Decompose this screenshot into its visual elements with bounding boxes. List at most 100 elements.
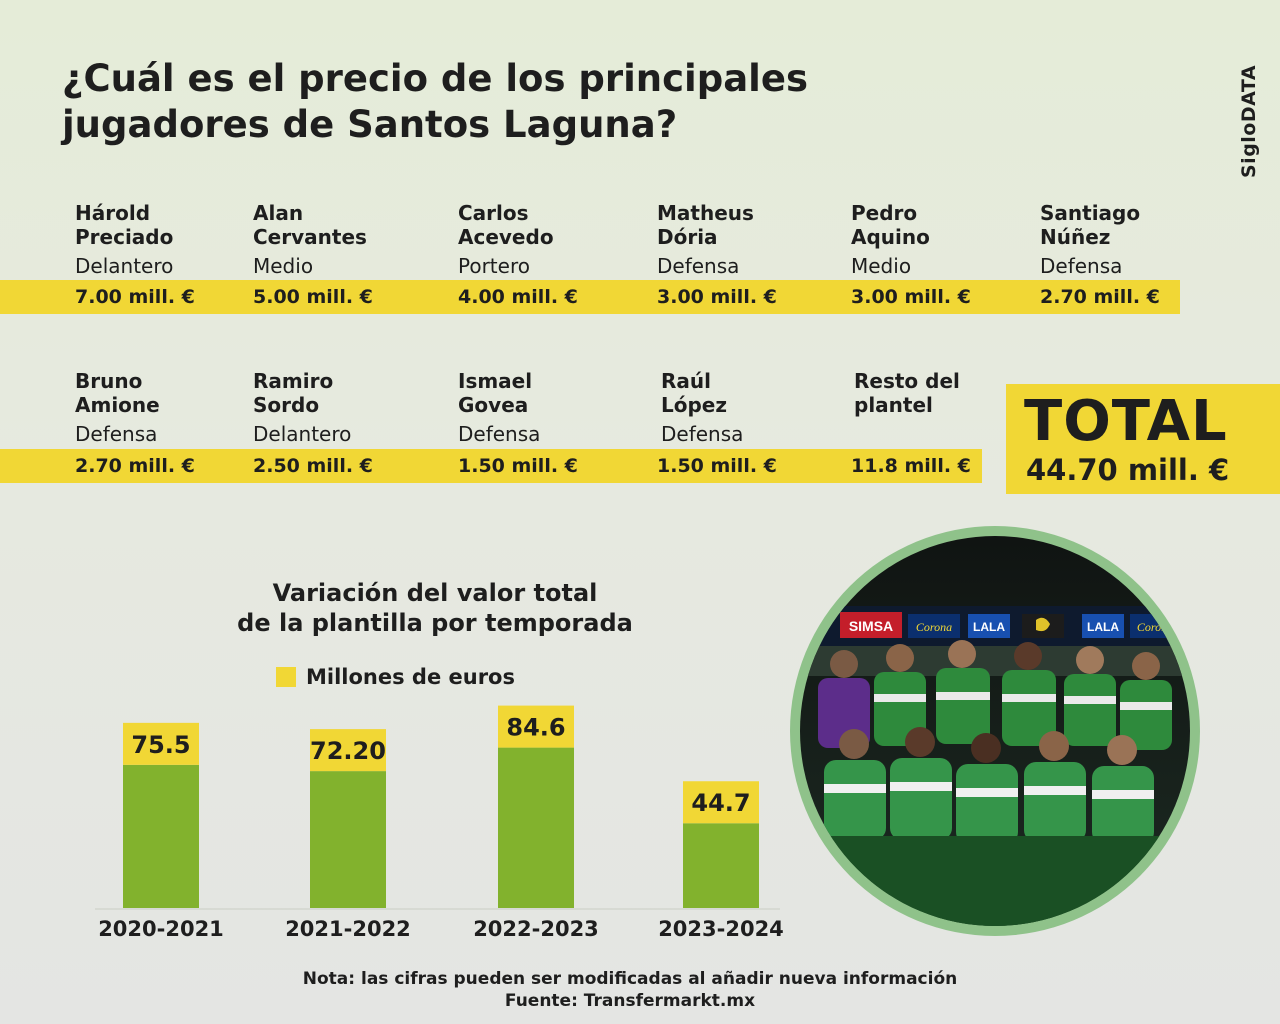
player-position: Defensa	[661, 422, 744, 446]
ad-board	[840, 612, 902, 638]
ad-text: LALA	[1087, 620, 1119, 634]
player-first-name: Matheus	[657, 201, 754, 225]
total-value: 44.70 mill. €	[1026, 453, 1230, 487]
team-photo: SIMSA Corona LALA LALA Corona	[790, 526, 1200, 936]
bar	[123, 764, 199, 908]
player-position: Delantero	[75, 254, 174, 278]
bar	[498, 747, 574, 908]
bar-value-box	[683, 781, 759, 824]
player-first-name: Santiago	[1040, 201, 1141, 225]
player-last-name: Preciado	[75, 225, 174, 249]
player-card: Matheus Dória Defensa	[657, 201, 754, 278]
player-first-name: Raúl	[661, 369, 711, 393]
ad-text: SIMSA	[849, 618, 893, 634]
player-last-name: plantel	[854, 393, 933, 417]
player-card: Alan Cervantes Medio	[253, 201, 367, 278]
bar-value-label: 75.5	[131, 731, 190, 759]
bar	[683, 823, 759, 908]
price-band-row1	[0, 280, 1180, 314]
player-first-name: Alan	[253, 201, 304, 225]
chart-title: Variación del valor total de la plantill…	[150, 578, 720, 638]
total-box	[1006, 384, 1280, 494]
bar-value-box	[123, 722, 199, 765]
player-card: Pedro Aquino Medio	[851, 201, 930, 278]
ad-board	[908, 614, 960, 638]
ad-board	[968, 614, 1010, 638]
total-label: TOTAL	[1024, 389, 1228, 454]
chart-title-line-2: de la plantilla por temporada	[237, 609, 633, 637]
ad-board	[1082, 614, 1124, 638]
player-first-name: Hárold	[75, 201, 151, 225]
bar	[310, 771, 386, 908]
player-last-name: Govea	[458, 393, 529, 417]
bar-value-box	[498, 705, 574, 748]
player-card: Carlos Acevedo Portero	[458, 201, 554, 278]
player-position: Defensa	[75, 422, 158, 446]
title-line-1: ¿Cuál es el precio de los principales	[62, 57, 808, 100]
category-label: 2022-2023	[473, 917, 599, 941]
team-photo-illustration: SIMSA Corona LALA LALA Corona	[800, 536, 1190, 926]
player-position: Medio	[851, 254, 912, 278]
player-price: 2.50 mill. €	[253, 455, 373, 477]
chart-title-line-1: Variación del valor total	[272, 579, 598, 607]
player-last-name: Núñez	[1040, 225, 1111, 249]
player-position: Portero	[458, 254, 530, 278]
player-last-name: Amione	[75, 393, 160, 417]
player-card: Ismael Govea Defensa	[458, 369, 540, 446]
player-first-name: Ismael	[458, 369, 533, 393]
ad-text: Corona	[916, 620, 952, 634]
brand-label: SigloDATA	[1238, 64, 1260, 178]
players-back-row	[818, 640, 1172, 750]
player-price: 5.00 mill. €	[253, 286, 373, 308]
player-position: Defensa	[1040, 254, 1123, 278]
player-price: 7.00 mill. €	[75, 286, 195, 308]
player-price: 2.70 mill. €	[1040, 286, 1160, 308]
player-first-name: Bruno	[75, 369, 143, 393]
bar-value-label: 72.20	[310, 737, 386, 765]
player-price: 11.8 mill. €	[851, 455, 971, 477]
legend-label: Millones de euros	[306, 665, 515, 689]
player-last-name: Acevedo	[458, 225, 554, 249]
player-price: 2.70 mill. €	[75, 455, 195, 477]
player-price: 1.50 mill. €	[657, 455, 777, 477]
player-position: Medio	[253, 254, 314, 278]
bar-chart: 75.5 2020-2021 72.20 2021-2022 84.6 2022-2023…	[95, 705, 784, 941]
player-card: Resto del plantel	[854, 369, 960, 417]
player-position: Defensa	[458, 422, 541, 446]
player-last-name: Sordo	[253, 393, 320, 417]
ad-text: LALA	[973, 620, 1005, 634]
legend-swatch	[276, 667, 296, 687]
player-first-name: Ramiro	[253, 369, 334, 393]
category-label: 2023-2024	[658, 917, 784, 941]
footer-source: Fuente: Transfermarkt.mx	[504, 991, 756, 1011]
player-last-name: Aquino	[851, 225, 930, 249]
player-card: Hárold Preciado Delantero	[75, 201, 174, 278]
player-first-name: Resto del	[854, 369, 960, 393]
page-title: ¿Cuál es el precio de los principales ju…	[62, 56, 962, 148]
player-card: Santiago Núñez Defensa	[1040, 201, 1141, 278]
player-last-name: Dória	[657, 225, 718, 249]
player-card: Raúl López Defensa	[661, 369, 743, 446]
player-first-name: Pedro	[851, 201, 918, 225]
player-price: 1.50 mill. €	[458, 455, 578, 477]
player-card: Ramiro Sordo Delantero	[253, 369, 351, 446]
bar-value-label: 84.6	[506, 714, 565, 742]
player-card: Bruno Amione Defensa	[75, 369, 160, 446]
title-line-2: jugadores de Santos Laguna?	[62, 103, 678, 146]
bar-value-label: 44.7	[691, 789, 750, 817]
ad-text: Corona	[1137, 620, 1173, 634]
player-price: 3.00 mill. €	[657, 286, 777, 308]
player-price: 4.00 mill. €	[458, 286, 578, 308]
player-last-name: Cervantes	[253, 225, 367, 249]
players-front-row	[824, 727, 1154, 844]
player-last-name: López	[661, 393, 728, 417]
player-position: Defensa	[657, 254, 740, 278]
footer-note: Nota: las cifras pueden ser modificadas …	[302, 969, 958, 989]
price-band-row2	[0, 449, 982, 483]
bar-value-box	[310, 729, 386, 772]
player-first-name: Carlos	[458, 201, 529, 225]
category-label: 2020-2021	[98, 917, 224, 941]
player-price: 3.00 mill. €	[851, 286, 971, 308]
player-position: Delantero	[253, 422, 352, 446]
category-label: 2021-2022	[285, 917, 411, 941]
